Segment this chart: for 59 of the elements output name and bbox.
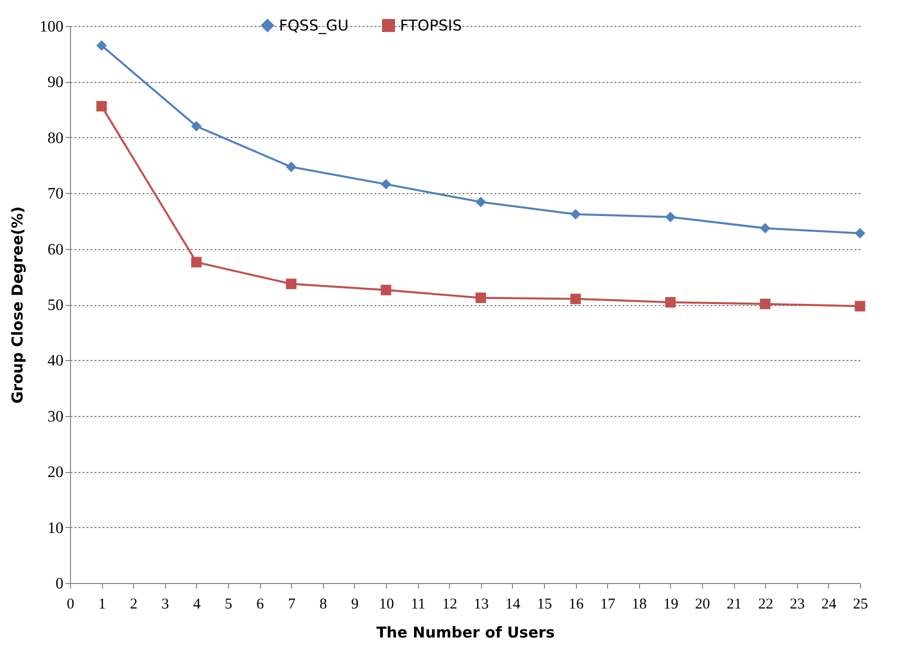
point [665,297,676,308]
x-tick-label: 12 [442,596,458,612]
x-tick-label: 21 [726,596,742,612]
point [96,40,107,51]
x-tick-label: 24 [821,596,837,612]
point [96,100,107,112]
y-tick-label: 0 [56,576,64,592]
point [286,278,296,290]
point [191,121,202,132]
point [760,298,770,310]
x-tick-label: 22 [758,596,774,612]
point [570,209,581,220]
point [380,284,392,296]
legend-label: FQSS_GU [279,16,349,35]
point [760,222,770,234]
x-tick-label: 5 [224,596,232,612]
x-tick-label: 3 [162,596,170,612]
x-tick-label: 15 [537,596,552,612]
x-tick-label: 2 [130,596,138,612]
x-tick-label: 13 [474,596,489,612]
x-tick-label: 4 [193,596,202,612]
point [380,178,392,190]
point [854,228,866,238]
y-tick-label: 80 [48,130,64,147]
y-tick-label: 40 [48,352,64,370]
legend-label: FTOPSIS [400,16,462,35]
x-tick-label: 11 [410,596,426,612]
x-tick-label: 14 [505,596,521,612]
x-tick-label: 1 [98,596,106,612]
x-tick-label: 23 [790,596,805,612]
y-tick-label: 100 [40,18,64,36]
x-axis-title: The Number of Users [376,624,555,642]
x-tick-label: 16 [568,596,584,612]
point [476,292,486,304]
y-axis-title: Group Close Degree(%) [8,206,26,404]
x-tick-label: 25 [853,596,868,612]
x-tick-label: 9 [351,596,359,612]
y-tick-label: 60 [48,241,64,258]
point [476,196,486,208]
y-tick-label: 30 [48,408,64,426]
x-tick-label: 10 [379,596,394,612]
x-tick-label: 7 [288,596,296,612]
point [286,162,296,172]
y-tick-label: 20 [48,464,64,482]
x-tick-label: 0 [66,596,74,612]
y-tick-label: 70 [48,186,64,203]
x-tick-label: 19 [663,596,678,612]
x-tick-label: 18 [632,596,647,612]
x-tick-label: 20 [695,596,710,612]
point [191,256,202,268]
y-tick-label: 10 [48,520,64,537]
point [570,294,581,304]
x-tick-label: 17 [600,596,616,612]
point [854,300,866,312]
point [665,212,676,222]
x-tick-label: 6 [256,596,264,612]
x-tick-label: 8 [320,596,328,612]
y-tick-label: 50 [48,297,64,314]
y-tick-label: 90 [48,74,64,92]
